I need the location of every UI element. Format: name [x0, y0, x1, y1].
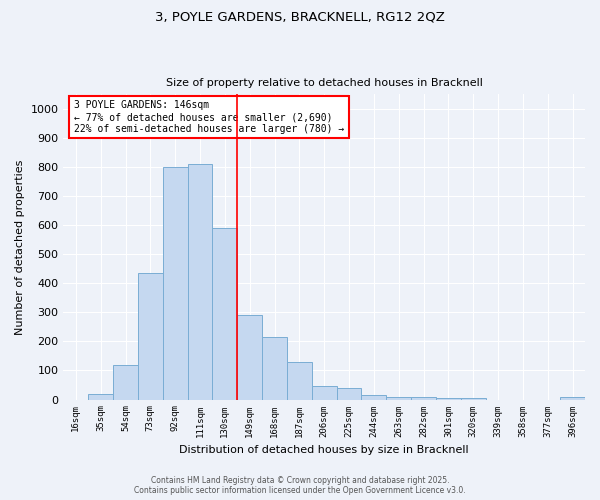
Bar [386, 396, 411, 400]
Bar [262, 337, 287, 400]
Bar [113, 364, 138, 400]
Bar [237, 316, 262, 400]
Bar [163, 167, 188, 400]
Bar [212, 228, 237, 400]
Title: Size of property relative to detached houses in Bracknell: Size of property relative to detached ho… [166, 78, 482, 88]
Text: 3 POYLE GARDENS: 146sqm
← 77% of detached houses are smaller (2,690)
22% of semi: 3 POYLE GARDENS: 146sqm ← 77% of detache… [74, 100, 344, 134]
Bar [188, 164, 212, 400]
Y-axis label: Number of detached properties: Number of detached properties [15, 160, 25, 334]
Bar [436, 398, 461, 400]
Bar [138, 273, 163, 400]
Bar [337, 388, 361, 400]
Text: Contains HM Land Registry data © Crown copyright and database right 2025.
Contai: Contains HM Land Registry data © Crown c… [134, 476, 466, 495]
Bar [361, 395, 386, 400]
Bar [312, 386, 337, 400]
Bar [411, 397, 436, 400]
Bar [461, 398, 485, 400]
X-axis label: Distribution of detached houses by size in Bracknell: Distribution of detached houses by size … [179, 445, 469, 455]
Bar [560, 397, 585, 400]
Bar [287, 362, 312, 400]
Text: 3, POYLE GARDENS, BRACKNELL, RG12 2QZ: 3, POYLE GARDENS, BRACKNELL, RG12 2QZ [155, 10, 445, 23]
Bar [88, 394, 113, 400]
